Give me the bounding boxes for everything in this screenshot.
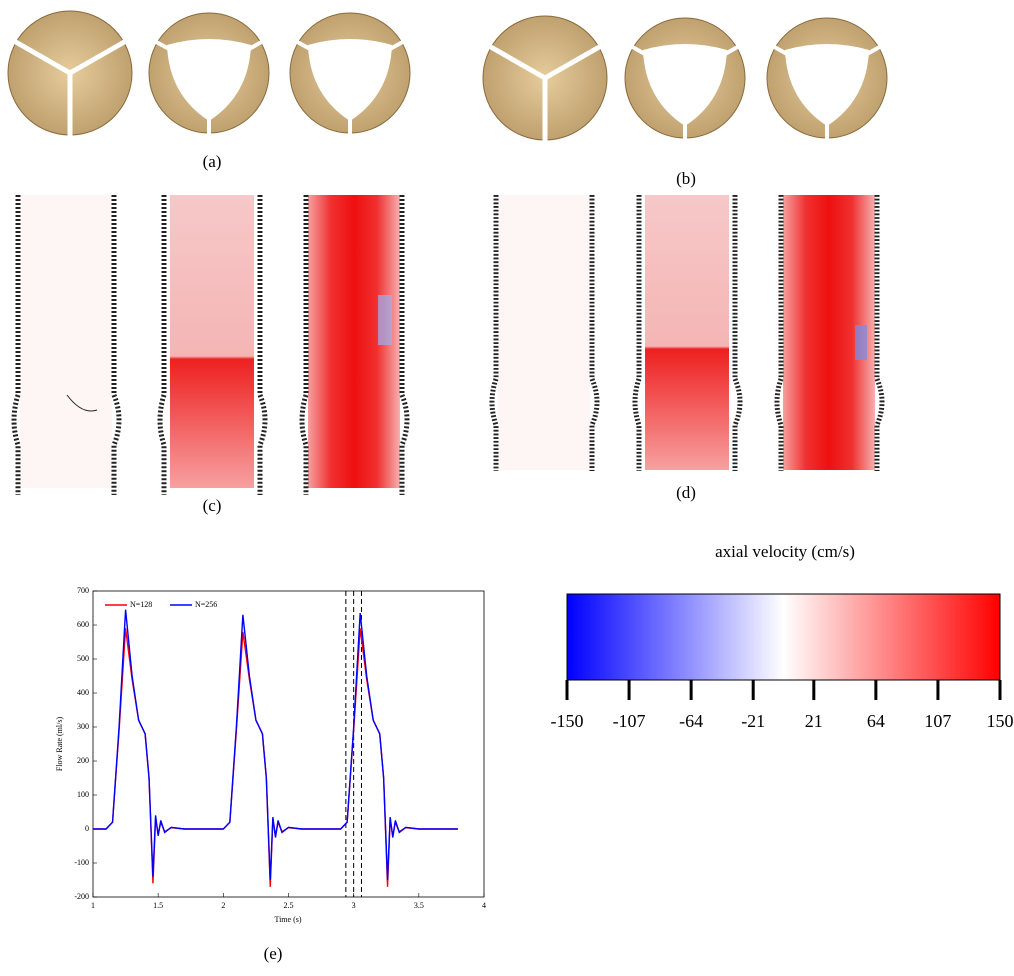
x-tick-label: 3.5 [414,901,424,910]
legend-label: N=128 [130,600,152,609]
legend-label: N=256 [195,600,217,609]
colorbar-tick-label: 64 [867,711,885,731]
flow-field [492,195,597,471]
valve-closed [483,16,607,142]
x-tick-label: 3 [352,901,356,910]
x-axis-title: Time (s) [274,915,301,924]
x-tick-label: 1 [91,901,95,910]
y-tick-label: 300 [77,722,89,731]
colorbar-tick-label: 107 [924,711,951,731]
x-tick-label: 4 [482,901,486,910]
figure: (a) (b) (c) (d) (e) Time (s) Flow Rate (… [0,0,1014,976]
x-tick-label: 2.5 [284,901,294,910]
y-axis-title: Flow Rate (ml/s) [55,717,64,772]
y-tick-label: 700 [77,586,89,595]
valve-open [767,18,887,142]
colorbar-tick-label: -107 [613,711,646,731]
y-tick-label: 500 [77,654,89,663]
valve-closed [8,11,132,137]
colorbar-tick-label: 21 [805,711,823,731]
colorbar-tick-label: -150 [551,711,584,731]
x-tick-label: 2 [221,901,225,910]
y-tick-label: 600 [77,620,89,629]
y-tick-label: -100 [74,858,89,867]
colorbar-tick-label: -21 [741,711,765,731]
colorbar-tick-label: 150 [987,711,1014,731]
flow-field [160,195,265,495]
flow-field [14,195,119,495]
colorbar-title: axial velocity (cm/s) [715,542,855,561]
series-line [93,610,458,880]
colorbar-tick-label: -64 [679,711,703,731]
valve-open [290,13,410,137]
y-tick-label: 200 [77,756,89,765]
y-tick-label: -200 [74,892,89,901]
panel-label: (e) [264,944,283,963]
y-tick-label: 0 [85,824,89,833]
valve-open [149,13,269,137]
flow-field [777,195,882,471]
panel-label: (b) [676,169,696,188]
valve-open [625,18,745,142]
flow-field [635,195,740,471]
panel-label: (d) [676,483,696,502]
flow-field [302,195,407,495]
y-tick-label: 400 [77,688,89,697]
panel-label: (c) [203,496,222,515]
colorbar [567,594,1000,680]
x-tick-label: 1.5 [153,901,163,910]
panel-label: (a) [203,152,222,171]
y-tick-label: 100 [77,790,89,799]
